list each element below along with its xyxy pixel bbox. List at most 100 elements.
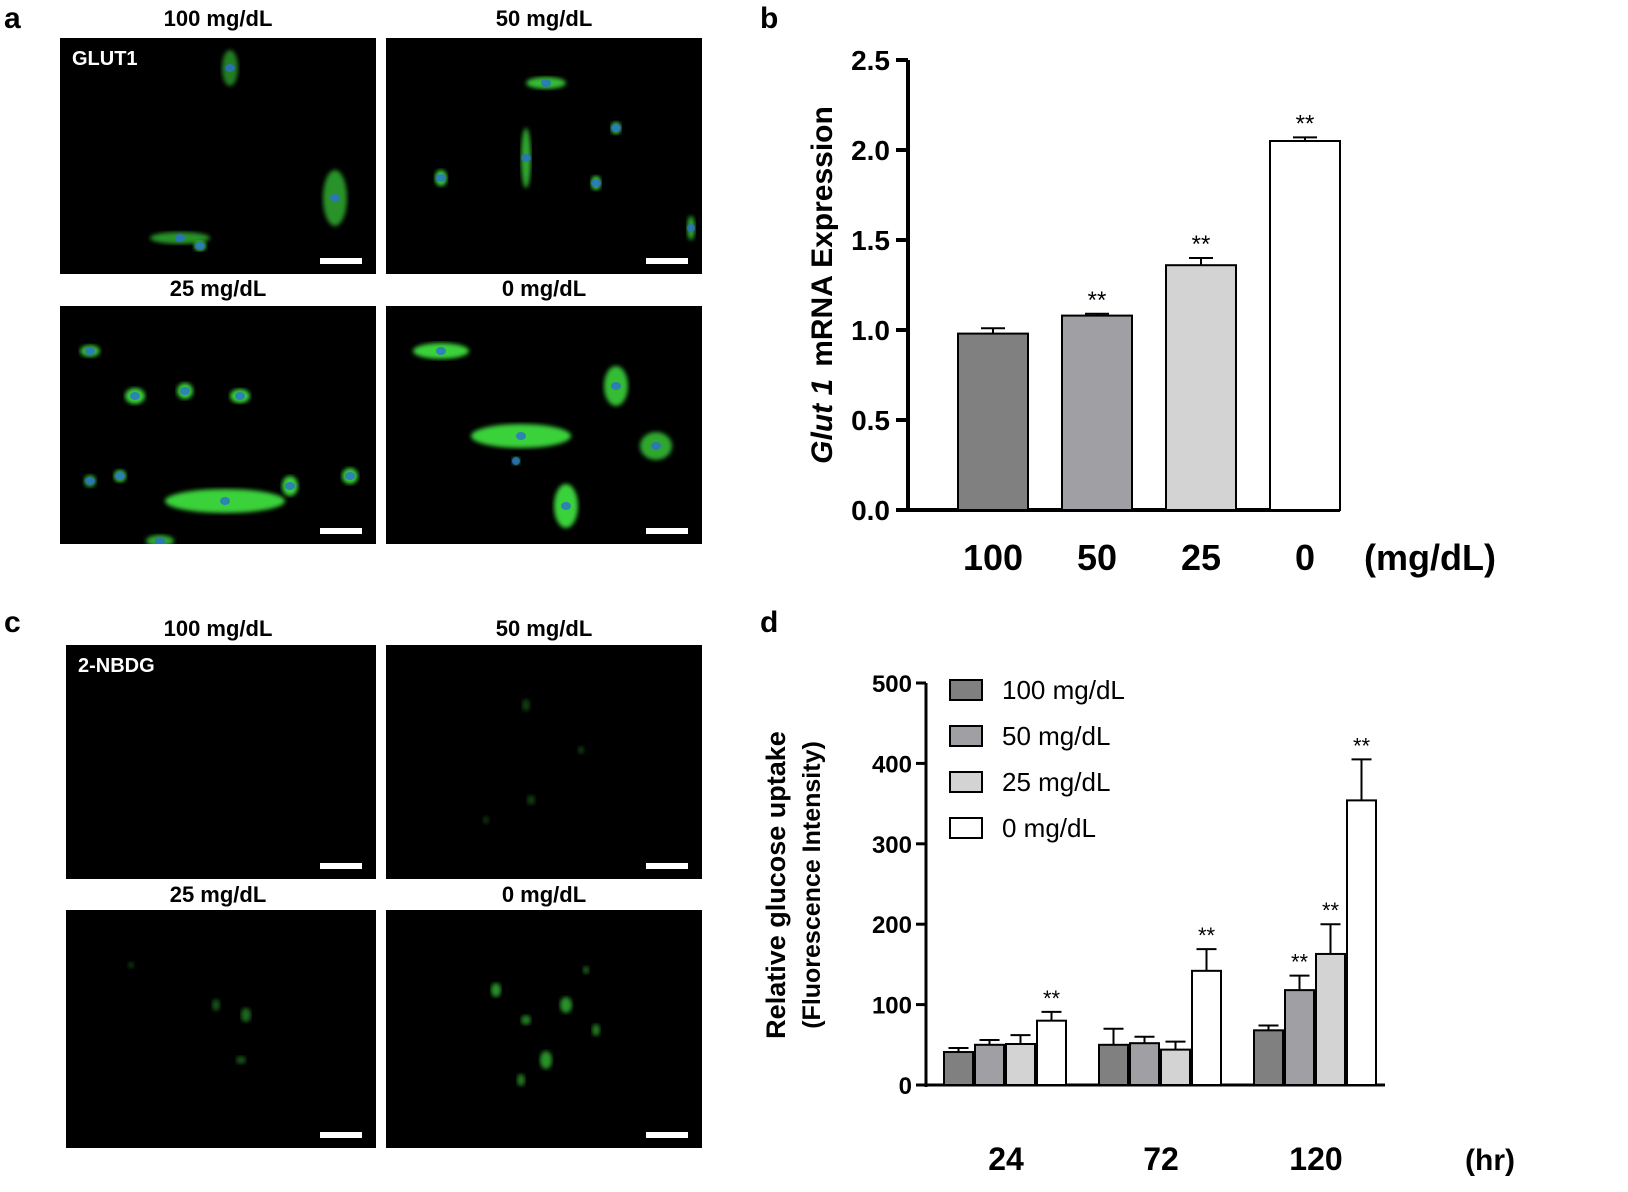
nucleus [235,392,245,400]
panel-letter-b: b [760,2,779,35]
micrograph-cells [413,343,672,528]
scale-bar [646,863,688,869]
significance-mark: ** [1291,950,1309,975]
nucleus [155,537,165,544]
bar-50 [1061,314,1133,511]
y-axis-label-line1: Relative glucose uptake [761,731,791,1039]
micrograph-glut1-0 [386,306,702,544]
bar-24hr-100mgdL [943,1051,974,1087]
cell [522,699,530,711]
micrograph-cells [80,345,358,544]
nucleus [611,124,621,132]
x-tick-label: 100 [963,537,1023,578]
significance-mark: ** [1043,986,1061,1011]
cell [527,795,535,805]
legend-label: 50 mg/dL [1002,721,1110,751]
nucleus [85,477,95,485]
x-tick-label: 72 [1143,1141,1179,1177]
micrograph-2nbdg-100: 2-NBDG [66,645,376,879]
panel-letter-d: d [760,606,779,639]
nucleus [220,497,230,505]
legend-swatch [949,679,983,701]
y-tick-label: 2.5 [851,45,890,76]
micrograph-glut1-50 [386,38,702,274]
nucleus [175,234,185,242]
nucleus [521,154,531,162]
x-tick-label: 24 [988,1141,1024,1177]
bar-100 [957,332,1029,511]
image-label: 25 mg/dL [169,276,267,301]
x-tick-label: 0 [1295,537,1315,578]
cell [491,983,501,997]
stain-label: GLUT1 [72,48,138,70]
chart-glucose-uptake: Relative glucose uptake (Fluorescence In… [761,671,1515,1177]
nucleus [611,382,621,390]
nucleus [561,502,571,510]
legend-label: 0 mg/dL [1002,813,1096,843]
bar-24hr-50mgdL [974,1043,1005,1086]
x-axis-unit: (hr) [1465,1144,1515,1177]
cell [540,1051,552,1069]
scale-bar [320,863,362,869]
bar-120hr-50mgdL [1284,989,1315,1086]
y-axis-label: Glut 1mRNA Expression [806,106,839,464]
nucleus [436,347,446,355]
cell [241,1008,251,1022]
nucleus [285,482,295,490]
micrograph-cells [491,966,600,1086]
significance-mark: ** [1192,231,1211,258]
scale-bar [646,528,688,534]
y-tick-label: 500 [872,671,912,698]
micrograph-2nbdg-25 [66,910,376,1148]
legend-swatch [949,817,983,839]
legend-label: 25 mg/dL [1002,767,1110,797]
micrograph-2nbdg-0 [386,910,702,1148]
bar-120hr-0mgdL [1346,799,1377,1086]
nucleus [115,472,125,480]
y-tick-label: 300 [872,832,912,859]
legend-swatch [949,725,983,747]
scale-bar [320,258,362,264]
x-tick-label: 50 [1077,537,1117,578]
cell [578,746,584,754]
nucleus [180,387,190,395]
panel-letter-a: a [4,2,21,35]
bar-120hr-25mgdL [1315,952,1346,1086]
micrograph-glut1-100: GLUT1 [60,38,376,274]
image-label: 50 mg/dL [495,616,593,641]
cell [212,999,220,1011]
image-label: 100 mg/dL [163,6,273,31]
cell [236,1056,246,1064]
nucleus [85,347,95,355]
bar-24hr-0mgdL [1036,1019,1067,1086]
nucleus [516,432,526,440]
significance-mark: ** [1088,287,1107,314]
x-tick-label: 25 [1181,537,1221,578]
x-axis-unit: (mg/dL) [1364,537,1496,578]
cell [583,966,589,974]
chart-glut1-mrna: Glut 1mRNA Expression (mg/dL) 0.0 0.5 1.0 1… [806,45,1496,578]
significance-mark: ** [1322,898,1340,923]
bar-120hr-100mgdL [1253,1029,1284,1087]
cell [128,962,134,968]
y-tick-label: 400 [872,751,912,778]
cell [521,1015,531,1025]
nucleus [512,457,520,465]
micrograph-cells [483,699,584,824]
bar-72hr-25mgdL [1160,1048,1191,1086]
scale-bar [320,1132,362,1138]
micrograph-2nbdg-50 [386,645,702,879]
image-label: 100 mg/dL [163,616,273,641]
significance-mark: ** [1353,733,1371,758]
nucleus [225,64,235,72]
bar-72hr-0mgdL [1191,969,1222,1086]
y-axis-label-line2: (Fluorescence Intensity) [798,741,826,1029]
nucleus [541,79,551,87]
image-label: 25 mg/dL [169,882,267,907]
panel-letter-c: c [4,606,21,639]
y-tick-label: 2.0 [851,135,890,166]
significance-mark: ** [1296,110,1315,137]
bar-24hr-25mgdL [1005,1042,1036,1087]
nucleus [345,472,355,480]
